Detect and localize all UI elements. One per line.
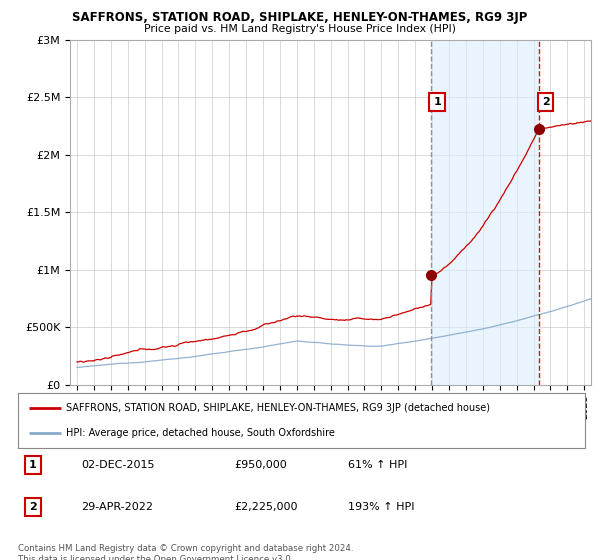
Text: 29-APR-2022: 29-APR-2022 bbox=[81, 502, 153, 512]
Text: £950,000: £950,000 bbox=[234, 460, 287, 470]
Text: Price paid vs. HM Land Registry's House Price Index (HPI): Price paid vs. HM Land Registry's House … bbox=[144, 24, 456, 34]
Text: 193% ↑ HPI: 193% ↑ HPI bbox=[348, 502, 415, 512]
Text: HPI: Average price, detached house, South Oxfordshire: HPI: Average price, detached house, Sout… bbox=[66, 428, 335, 438]
Text: £2,225,000: £2,225,000 bbox=[234, 502, 298, 512]
Text: 61% ↑ HPI: 61% ↑ HPI bbox=[348, 460, 407, 470]
Text: SAFFRONS, STATION ROAD, SHIPLAKE, HENLEY-ON-THAMES, RG9 3JP (detached house): SAFFRONS, STATION ROAD, SHIPLAKE, HENLEY… bbox=[66, 403, 490, 413]
Text: 1: 1 bbox=[433, 97, 441, 107]
Text: 2: 2 bbox=[542, 97, 550, 107]
Text: Contains HM Land Registry data © Crown copyright and database right 2024.
This d: Contains HM Land Registry data © Crown c… bbox=[18, 544, 353, 560]
Text: SAFFRONS, STATION ROAD, SHIPLAKE, HENLEY-ON-THAMES, RG9 3JP: SAFFRONS, STATION ROAD, SHIPLAKE, HENLEY… bbox=[73, 11, 527, 24]
Bar bbox=[431, 40, 539, 385]
Text: 2: 2 bbox=[29, 502, 37, 512]
Text: 1: 1 bbox=[29, 460, 37, 470]
Text: 02-DEC-2015: 02-DEC-2015 bbox=[81, 460, 155, 470]
